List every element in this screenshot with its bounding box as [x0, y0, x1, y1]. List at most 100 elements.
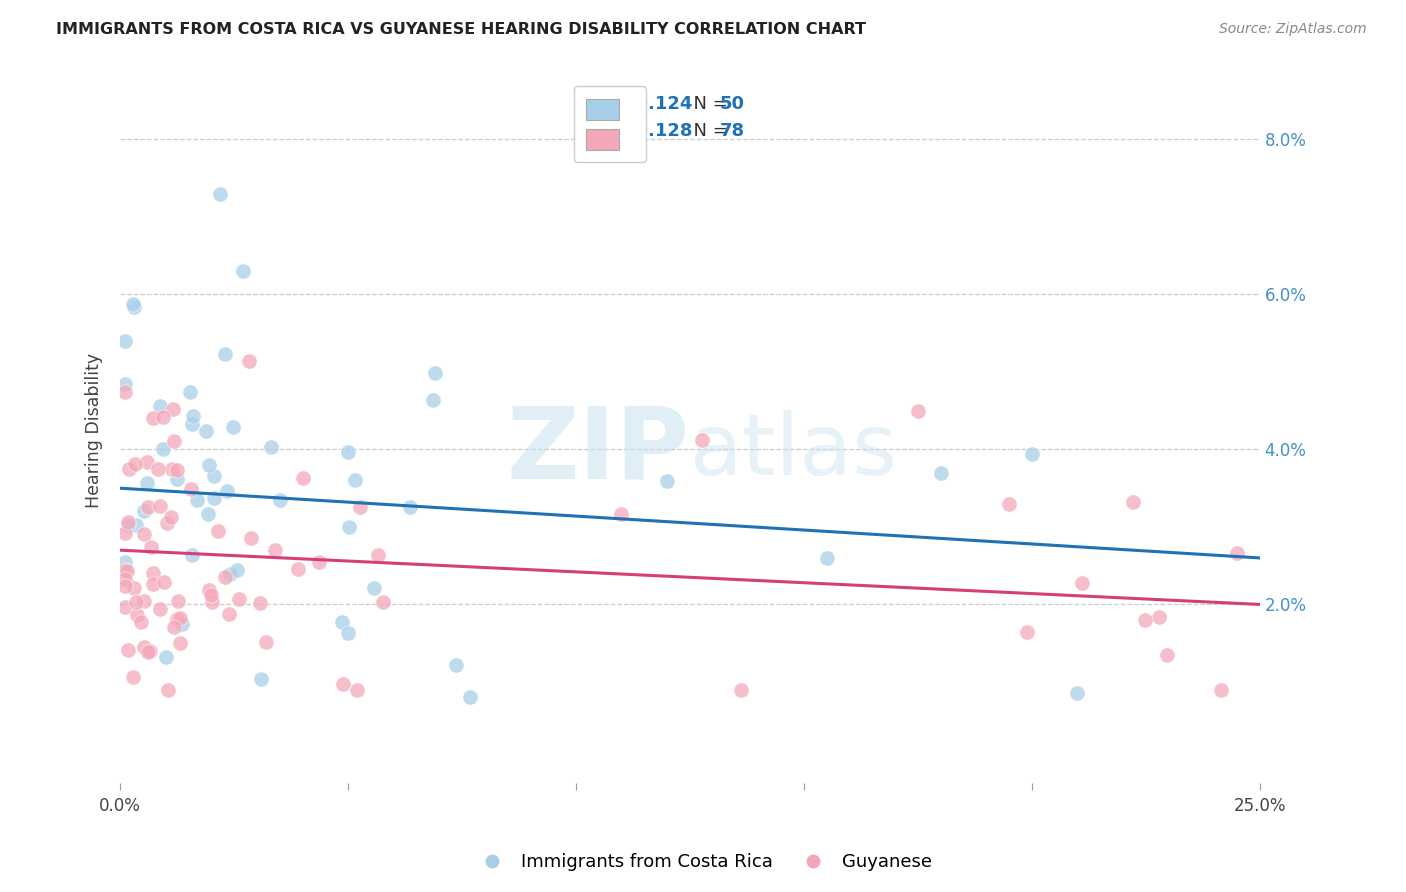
- Point: [228, 591, 250, 606]
- Point: [1226, 546, 1249, 560]
- Point: [287, 562, 309, 576]
- Point: [690, 433, 713, 447]
- Point: [163, 620, 186, 634]
- Point: [162, 461, 184, 475]
- Legend: , : ,: [574, 87, 645, 162]
- Point: [135, 476, 157, 491]
- Point: [249, 672, 271, 686]
- Text: atlas: atlas: [690, 409, 898, 492]
- Point: [207, 524, 229, 538]
- Point: [332, 615, 354, 629]
- Point: [142, 566, 165, 581]
- Point: [139, 644, 162, 658]
- Point: [114, 579, 136, 593]
- Legend: Immigrants from Costa Rica, Guyanese: Immigrants from Costa Rica, Guyanese: [467, 847, 939, 879]
- Text: -0.128: -0.128: [628, 122, 693, 140]
- Point: [134, 593, 156, 607]
- Point: [215, 484, 238, 499]
- Point: [124, 517, 146, 532]
- Point: [181, 409, 204, 423]
- Point: [1066, 686, 1088, 700]
- Point: [152, 574, 174, 589]
- Point: [200, 588, 222, 602]
- Point: [166, 612, 188, 626]
- Point: [114, 572, 136, 586]
- Point: [363, 581, 385, 595]
- Point: [204, 469, 226, 483]
- Point: [730, 682, 752, 697]
- Point: [1122, 495, 1144, 509]
- Point: [264, 542, 287, 557]
- Point: [226, 563, 249, 577]
- Point: [292, 471, 315, 485]
- Point: [308, 555, 330, 569]
- Point: [1021, 447, 1043, 461]
- Point: [907, 403, 929, 417]
- Point: [214, 570, 236, 584]
- Point: [232, 264, 254, 278]
- Text: N =: N =: [682, 95, 734, 113]
- Point: [152, 409, 174, 424]
- Point: [367, 548, 389, 562]
- Point: [142, 411, 165, 425]
- Point: [610, 507, 633, 521]
- Point: [238, 354, 260, 368]
- Text: IMMIGRANTS FROM COSTA RICA VS GUYANESE HEARING DISABILITY CORRELATION CHART: IMMIGRANTS FROM COSTA RICA VS GUYANESE H…: [56, 22, 866, 37]
- Point: [349, 500, 371, 514]
- Point: [115, 564, 138, 578]
- Point: [337, 625, 360, 640]
- Point: [169, 636, 191, 650]
- Point: [202, 491, 225, 505]
- Point: [458, 690, 481, 705]
- Point: [197, 582, 219, 597]
- Point: [117, 642, 139, 657]
- Point: [197, 508, 219, 522]
- Text: ZIP: ZIP: [508, 402, 690, 500]
- Text: Source: ZipAtlas.com: Source: ZipAtlas.com: [1219, 22, 1367, 37]
- Point: [998, 497, 1021, 511]
- Point: [114, 525, 136, 540]
- Point: [122, 670, 145, 684]
- Point: [373, 595, 395, 609]
- Point: [655, 475, 678, 489]
- Point: [118, 462, 141, 476]
- Point: [222, 420, 245, 434]
- Point: [929, 466, 952, 480]
- Point: [114, 334, 136, 348]
- Point: [219, 567, 242, 582]
- Point: [332, 677, 354, 691]
- Point: [444, 658, 467, 673]
- Point: [1147, 610, 1170, 624]
- Point: [195, 424, 218, 438]
- Point: [134, 640, 156, 654]
- Text: N =: N =: [682, 122, 734, 140]
- Point: [1211, 682, 1233, 697]
- Point: [209, 186, 232, 201]
- Point: [148, 399, 170, 413]
- Text: R =: R =: [585, 95, 624, 113]
- Point: [117, 515, 139, 529]
- Point: [125, 608, 148, 623]
- Point: [337, 445, 360, 459]
- Point: [114, 599, 136, 614]
- Point: [136, 645, 159, 659]
- Point: [114, 563, 136, 577]
- Point: [344, 473, 367, 487]
- Point: [186, 492, 208, 507]
- Point: [1017, 624, 1039, 639]
- Point: [139, 540, 162, 554]
- Text: 50: 50: [720, 95, 745, 113]
- Point: [201, 595, 224, 609]
- Point: [260, 440, 283, 454]
- Point: [346, 682, 368, 697]
- Point: [815, 550, 838, 565]
- Point: [179, 384, 201, 399]
- Text: 78: 78: [720, 122, 745, 140]
- Point: [166, 594, 188, 608]
- Point: [422, 392, 444, 407]
- Point: [254, 635, 277, 649]
- Point: [129, 615, 152, 629]
- Point: [114, 376, 136, 391]
- Point: [1135, 614, 1157, 628]
- Text: -0.124: -0.124: [628, 95, 693, 113]
